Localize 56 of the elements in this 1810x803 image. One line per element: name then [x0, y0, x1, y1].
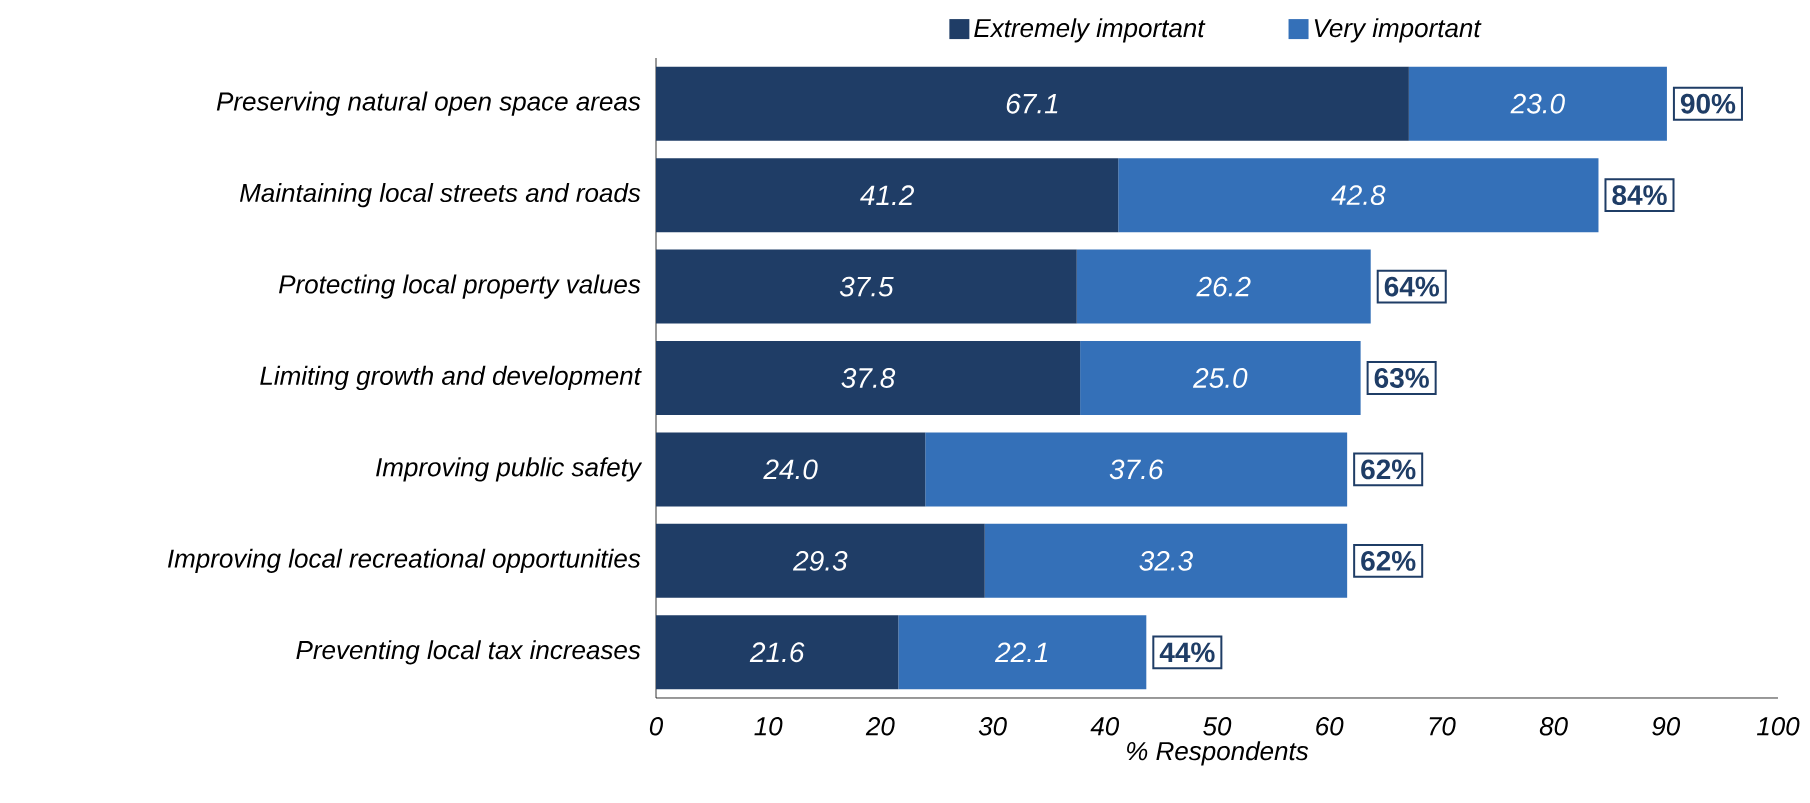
- data-label: 37.5: [839, 276, 894, 297]
- x-tick-label: 20: [865, 717, 895, 736]
- data-label: 41.2: [860, 185, 914, 205]
- data-label: 67.1: [1006, 93, 1058, 114]
- data-label: 24.0: [763, 459, 818, 480]
- bar: [1408, 66, 1667, 141]
- data-label: 37.6: [1109, 459, 1164, 480]
- bar: [925, 432, 1348, 507]
- y-tick-label: Limiting growth and development: [260, 365, 642, 391]
- total-label: 90%: [1680, 93, 1736, 114]
- total-label: 84%: [1612, 185, 1667, 206]
- bar: [656, 341, 1081, 415]
- x-tick-label: 40: [1090, 717, 1120, 736]
- total-label: 62%: [1361, 459, 1416, 480]
- x-tick-label: 60: [1316, 717, 1344, 736]
- data-label: 29.3: [792, 550, 848, 571]
- y-tick-label: Protecting local property values: [279, 274, 641, 299]
- legend-label: Very important: [1314, 18, 1482, 43]
- data-label: 32.3: [1139, 550, 1193, 571]
- data-label: 37.8: [841, 368, 896, 388]
- total-label: 44%: [1159, 642, 1215, 663]
- y-tick-label: Improving local recreational opportunities: [167, 548, 641, 573]
- x-tick-label: 30: [978, 717, 1007, 736]
- y-tick-label: Improving public safety: [376, 457, 643, 482]
- data-label: 42.8: [1331, 185, 1386, 206]
- x-axis-title: % Respondents: [1127, 741, 1309, 766]
- y-tick-label: Maintaining local streets and roads: [239, 183, 641, 208]
- data-label: 23.0: [1510, 93, 1565, 114]
- bar: [656, 249, 1077, 324]
- bar: [656, 158, 1119, 233]
- bar: [1080, 341, 1361, 415]
- bar: [656, 66, 1409, 141]
- data-label: 21.6: [749, 642, 805, 663]
- data-label: 22.1: [994, 642, 1048, 663]
- x-tick-label: 50: [1203, 717, 1232, 736]
- total-label: 62%: [1361, 550, 1416, 571]
- total-label: 63%: [1374, 368, 1429, 388]
- legend-label: Extremely important: [974, 18, 1206, 43]
- y-tick-label: Preserving natural open space areas: [216, 91, 641, 116]
- data-label: 25.0: [1192, 368, 1248, 388]
- x-tick-label: 80: [1539, 717, 1568, 736]
- bar: [656, 432, 926, 507]
- x-tick-label: 70: [1429, 717, 1456, 736]
- total-label: 64%: [1384, 276, 1439, 297]
- y-tick-label: Preventing local tax increases: [296, 640, 641, 665]
- bar: [656, 523, 985, 598]
- bar: [1118, 158, 1599, 233]
- x-tick-label: 0: [649, 717, 664, 736]
- bar: [898, 615, 1147, 690]
- x-tick-label: 90: [1652, 717, 1681, 736]
- data-label: 26.2: [1196, 276, 1251, 297]
- bar: [1076, 249, 1371, 324]
- x-tick-label: 100: [1756, 717, 1800, 736]
- bar: [984, 523, 1348, 598]
- x-tick-label: 10: [754, 717, 783, 736]
- bar: [656, 615, 899, 690]
